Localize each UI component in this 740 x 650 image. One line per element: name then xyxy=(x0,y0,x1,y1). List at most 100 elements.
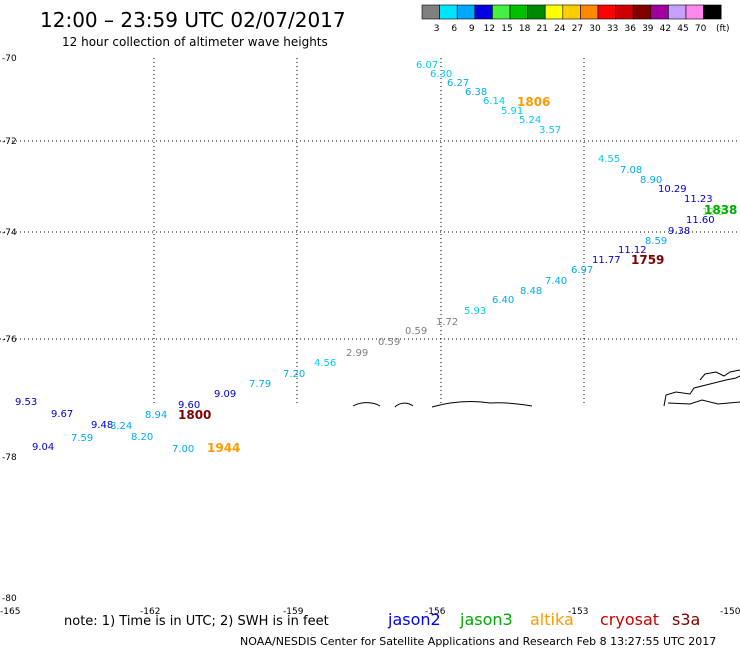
swh-value: 9.53 xyxy=(15,397,37,408)
satellite-name: cryosat xyxy=(600,610,659,629)
swh-value: 9.60 xyxy=(178,400,200,411)
legend-swatch xyxy=(492,4,511,20)
lat-label: -72 xyxy=(2,137,17,147)
lon-label: -156 xyxy=(425,607,446,617)
swh-value: 12.8 xyxy=(702,207,724,218)
legend-label: 42 xyxy=(660,24,671,34)
swh-value: 9.48 xyxy=(91,420,113,431)
swh-value: 10.29 xyxy=(658,184,687,195)
legend-swatch xyxy=(703,4,722,20)
legend-label: 18 xyxy=(519,24,531,34)
legend-label: 24 xyxy=(554,24,566,34)
pass-time-label: 1838 xyxy=(704,203,737,217)
swh-value: 8.20 xyxy=(131,432,153,443)
lon-label: -150 xyxy=(720,607,740,617)
swh-value: 7.40 xyxy=(545,276,567,287)
swh-value: 6.07 xyxy=(416,60,438,71)
axis-labels: -70 -72 -74 -76 -78 -80 -165 -162 -159 -156 -153 -1… xyxy=(0,54,740,617)
legend-swatch xyxy=(580,4,599,20)
legend-label: 6 xyxy=(451,24,457,34)
swh-value: 0.59 xyxy=(405,326,427,337)
swh-value: 6.27 xyxy=(447,78,469,89)
legend-swatch xyxy=(562,4,581,20)
swh-value: 11.23 xyxy=(684,194,713,205)
swh-value: 5.24 xyxy=(519,115,541,126)
legend-unit: (ft) xyxy=(716,24,730,34)
swh-value: 5.91 xyxy=(501,106,523,117)
pass-time-label: 1806 xyxy=(517,95,550,109)
swh-value: 11.12 xyxy=(618,245,647,256)
satellite-legend: jason2 jason3 altika cryosat s3a xyxy=(387,610,700,629)
satellite-name: s3a xyxy=(672,610,700,629)
legend-label: 12 xyxy=(484,24,495,34)
legend-swatch xyxy=(597,4,616,20)
swh-value: 3.57 xyxy=(539,125,561,136)
swh-value: 9.67 xyxy=(51,409,73,420)
swh-value: 7.79 xyxy=(249,379,271,390)
swh-value: 6.30 xyxy=(430,69,452,80)
swh-value: 11.77 xyxy=(592,255,621,266)
legend-swatch xyxy=(527,4,546,20)
swh-value: 0.59 xyxy=(378,337,400,348)
swh-value: 8.94 xyxy=(145,410,167,421)
legend-label: 30 xyxy=(589,24,601,34)
lat-label: -74 xyxy=(2,228,17,238)
legend-swatch xyxy=(474,4,493,20)
lon-label: -153 xyxy=(568,607,588,617)
swh-value: 9.38 xyxy=(668,226,690,237)
pass-time-label: 1944 xyxy=(207,441,240,455)
lon-label: -159 xyxy=(283,607,304,617)
legend-label: 27 xyxy=(572,24,583,34)
lat-label: -80 xyxy=(2,594,17,604)
swh-value: 8.59 xyxy=(645,236,667,247)
legend-swatch xyxy=(632,4,652,20)
legend-swatch xyxy=(668,4,687,20)
legend-label: 15 xyxy=(501,24,512,34)
pass-time-label: 1759 xyxy=(631,253,664,267)
swh-value: 4.55 xyxy=(598,154,620,165)
pass-time-label: 1800 xyxy=(178,408,211,422)
legend-swatch xyxy=(544,4,564,20)
swh-value: 7.20 xyxy=(283,369,305,380)
satellite-name: jason3 xyxy=(459,610,513,629)
legend-label: 21 xyxy=(536,24,547,34)
satellite-name: altika xyxy=(530,610,574,629)
swh-value: 8.48 xyxy=(520,286,542,297)
swh-value: 6.40 xyxy=(492,295,514,306)
satellite-name: jason2 xyxy=(387,610,441,629)
swh-value: 7.59 xyxy=(71,433,93,444)
lat-label: -70 xyxy=(2,54,17,64)
map-subtitle: 12 hour collection of altimeter wave hei… xyxy=(62,35,328,49)
legend-label: 39 xyxy=(642,24,654,34)
legend-swatch xyxy=(421,4,440,20)
legend-label: 33 xyxy=(607,24,618,34)
swh-value: 6.14 xyxy=(483,96,505,107)
lon-label: -165 xyxy=(0,607,20,617)
swh-value: 1.72 xyxy=(436,317,458,328)
legend-swatch xyxy=(685,4,704,20)
coastline xyxy=(352,369,740,408)
legend-swatch xyxy=(615,4,634,20)
swh-value: 6.38 xyxy=(465,87,487,98)
swh-value: 7.00 xyxy=(172,444,194,455)
swh-value: 6.97 xyxy=(571,265,593,276)
legend-label: 36 xyxy=(624,24,636,34)
lat-label: -76 xyxy=(2,335,17,345)
units-note: note: 1) Time is in UTC; 2) SWH is in fe… xyxy=(64,614,329,629)
altimeter-tracks: 6.076.306.276.386.145.915.243.57 1806 4.55… xyxy=(15,60,737,455)
legend-swatch xyxy=(456,4,476,20)
swh-value: 7.08 xyxy=(620,165,642,176)
swh-value: 9.09 xyxy=(214,389,236,400)
swh-value: 4.56 xyxy=(314,358,336,369)
legend-label: 3 xyxy=(434,24,440,34)
legend-label: 45 xyxy=(677,24,688,34)
swh-value: 8.24 xyxy=(110,421,132,432)
lat-label: -78 xyxy=(2,453,17,463)
swh-value: 2.99 xyxy=(346,348,368,359)
swh-value: 5.93 xyxy=(464,306,486,317)
swh-value: 9.04 xyxy=(32,442,54,453)
legend-swatch xyxy=(439,4,458,20)
legend-swatch xyxy=(509,4,528,20)
swh-value: 8.90 xyxy=(640,175,662,186)
